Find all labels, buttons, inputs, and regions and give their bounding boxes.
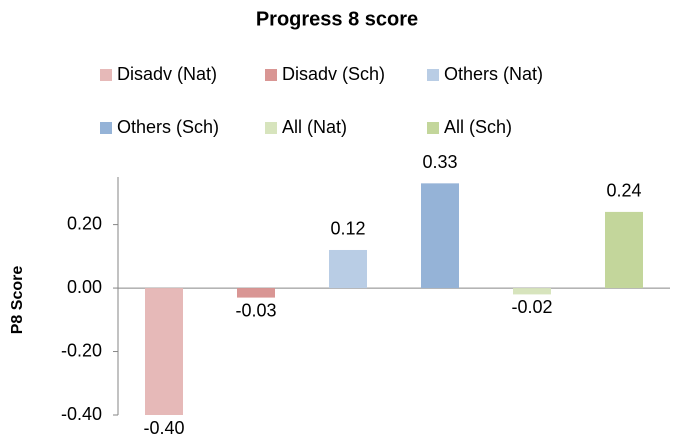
legend-swatch [265,69,277,81]
bar [513,288,551,295]
bar [329,249,367,289]
data-label: -0.02 [511,297,552,317]
data-label: -0.03 [235,300,276,320]
chart-title: Progress 8 score [256,8,418,30]
data-label: -0.40 [143,418,184,438]
y-tick-label: -0.20 [61,340,102,360]
y-tick-label: -0.40 [61,404,102,424]
legend-label: Others (Sch) [117,117,219,137]
data-label: 0.33 [422,152,457,172]
legend-swatch [100,69,112,81]
data-label: 0.12 [330,219,365,239]
data-label: 0.24 [606,181,641,201]
legend-label: Disadv (Nat) [117,64,217,84]
bar [605,211,643,289]
bar [421,183,459,289]
legend-swatch [427,122,439,134]
legend-swatch [427,69,439,81]
legend-label: Others (Nat) [444,64,543,84]
y-axis-label: P8 Score [9,266,26,335]
legend-label: All (Nat) [282,117,347,137]
y-tick-label: 0.00 [67,277,102,297]
legend-label: All (Sch) [444,117,512,137]
legend-swatch [265,122,277,134]
bar [145,288,183,415]
y-tick-label: 0.20 [67,213,102,233]
bar [237,288,275,298]
legend-label: Disadv (Sch) [282,64,385,84]
legend-swatch [100,122,112,134]
